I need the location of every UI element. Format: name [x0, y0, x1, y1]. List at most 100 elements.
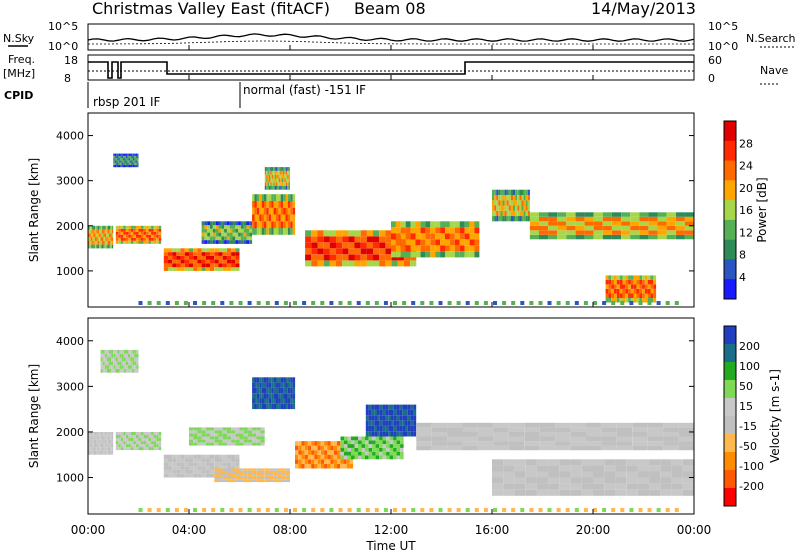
heatmap-cell: [570, 436, 586, 442]
heatmap-cell: [210, 473, 215, 478]
heatmap-cell: [462, 422, 478, 428]
heatmap-cell: [317, 248, 324, 255]
heatmap-cell: [114, 162, 117, 165]
heatmap-cell: [123, 231, 126, 235]
heatmap-cell: [388, 420, 391, 426]
heatmap-cell: [653, 289, 657, 294]
heatmap-cell: [100, 432, 102, 436]
heatmap-cell: [402, 431, 405, 437]
heatmap-cell: [100, 447, 102, 451]
heatmap-cell: [148, 228, 152, 232]
heatmap-cell: [90, 432, 93, 436]
heatmap-cell: [201, 473, 206, 478]
heatmap-cell: [246, 225, 250, 229]
heatmap-cell: [96, 237, 98, 241]
heatmap-cell: [165, 508, 170, 512]
heatmap-cell: [231, 430, 236, 434]
heatmap-cell: [626, 477, 638, 484]
heatmap-cell: [269, 479, 274, 483]
heatmap-cell: [514, 489, 526, 496]
heatmap-cell: [204, 228, 208, 233]
heatmap-cell: [151, 225, 154, 229]
heatmap-cell: [276, 185, 278, 190]
heatmap-cell: [176, 462, 181, 467]
heatmap-cell: [630, 230, 640, 235]
heatmap-cell: [663, 436, 679, 442]
heatmap-cell: [106, 435, 108, 440]
heatmap-cell: [123, 447, 126, 451]
heatmap-cell: [368, 404, 372, 410]
heatmap-cell: [611, 221, 621, 226]
heatmap-cell: [649, 483, 661, 490]
heatmap-cell: [447, 422, 463, 428]
heatmap-cell: [125, 444, 129, 448]
heatmap-cell: [153, 234, 157, 238]
heatmap-cell: [663, 445, 679, 451]
heatmap-cell: [243, 470, 248, 473]
heatmap-cell: [429, 508, 434, 512]
heatmap-cell: [678, 422, 694, 428]
heatmap-cell: [285, 185, 288, 190]
heatmap-cell: [163, 469, 168, 474]
heatmap-cell: [146, 240, 149, 244]
heatmap-cell: [93, 450, 95, 455]
heatmap-cell: [356, 508, 361, 512]
heatmap-cell: [396, 404, 400, 410]
heatmap-cell: [277, 470, 282, 473]
heatmap-cell: [183, 508, 188, 512]
heatmap-cell: [138, 441, 141, 445]
heatmap-cell: [420, 227, 426, 234]
heatmap-cell: [660, 465, 672, 472]
heatmap-cell: [657, 234, 667, 240]
heatmap-cell: [128, 353, 131, 358]
heatmap-cell: [435, 245, 441, 252]
heatmap-cell: [220, 508, 225, 512]
heatmap-cell: [231, 468, 236, 471]
heatmap-cell: [517, 216, 520, 222]
heatmap-cell: [619, 298, 623, 303]
heatmap-cell: [636, 284, 640, 289]
heatmap-cell: [256, 228, 260, 235]
heatmap-cell: [117, 357, 120, 362]
heatmap-cell: [231, 259, 236, 264]
heatmap-cell: [278, 201, 281, 208]
heatmap-cell: [372, 436, 376, 441]
heatmap-cell: [256, 393, 260, 399]
heatmap-cell: [180, 248, 185, 253]
heatmap-cell: [283, 174, 285, 179]
heatmap-cell: [231, 462, 236, 467]
heatmap-cell: [365, 444, 369, 448]
heatmap-cell: [273, 221, 276, 229]
heatmap-cell: [420, 508, 425, 512]
heatmap-cell: [360, 260, 367, 267]
heatmap-cell: [268, 403, 272, 410]
heatmap-cell: [104, 349, 107, 354]
x-tick-label: 00:00: [677, 523, 712, 537]
heatmap-cell: [347, 455, 351, 460]
heatmap-cell: [483, 508, 488, 512]
heatmap-cell: [513, 200, 516, 206]
heatmap-cell: [462, 441, 478, 446]
heatmap-cell: [266, 382, 269, 388]
heatmap-cell: [653, 298, 657, 303]
heatmap-cell: [675, 225, 685, 231]
heatmap-cell: [400, 239, 406, 246]
heatmap-cell: [214, 442, 219, 446]
heatmap-cell: [372, 444, 376, 448]
heatmap-cell: [163, 248, 168, 253]
heatmap-cell: [143, 435, 147, 438]
heatmap-cell: [226, 477, 232, 480]
colorbar-tick-label: 100: [739, 360, 760, 373]
heatmap-cell: [311, 445, 315, 451]
heatmap-cell: [642, 275, 645, 280]
heatmap-cell: [215, 240, 219, 244]
heatmap-cell: [269, 182, 271, 186]
heatmap-cell: [106, 443, 108, 448]
heatmap-cell: [377, 420, 380, 426]
heatmap-cell: [536, 477, 549, 484]
heatmap-cell: [298, 445, 302, 451]
heatmap-cell: [254, 207, 257, 215]
heatmap-cell: [113, 349, 116, 354]
heatmap-cell: [211, 508, 216, 512]
heatmap-cell: [92, 244, 94, 249]
